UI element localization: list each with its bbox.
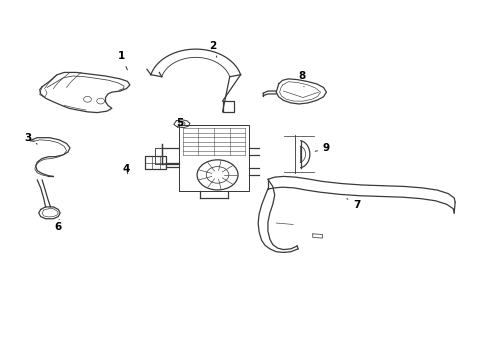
Text: 4: 4 bbox=[122, 164, 130, 174]
Text: 7: 7 bbox=[346, 199, 360, 210]
Text: 9: 9 bbox=[315, 143, 329, 153]
Text: 1: 1 bbox=[118, 51, 127, 70]
Text: 6: 6 bbox=[55, 220, 61, 232]
Text: 3: 3 bbox=[24, 133, 37, 144]
Text: 2: 2 bbox=[209, 41, 216, 57]
Text: 8: 8 bbox=[298, 71, 305, 87]
Text: 5: 5 bbox=[176, 118, 183, 128]
